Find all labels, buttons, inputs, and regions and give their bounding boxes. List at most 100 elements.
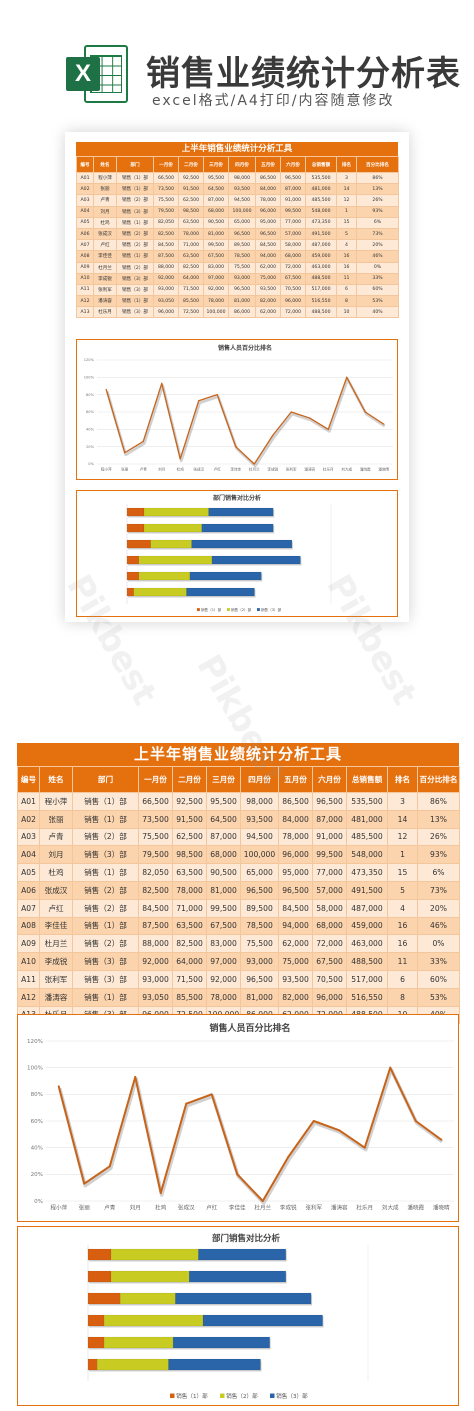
table-cell: 60% xyxy=(356,283,399,297)
table-cell: A03 xyxy=(76,194,94,207)
table-cell: 487,000 xyxy=(305,239,337,252)
table-cell: 81,000 xyxy=(228,295,256,308)
table-cell: 15 xyxy=(336,216,357,229)
line-chart-svg: 销售人员百分比排名 0% 20% 40% 60% 80% 100% 120% 程小萍 张丽 卢青 刘月… xyxy=(27,1022,454,1212)
y-tick-label: 20% xyxy=(31,1172,43,1178)
preview-bar-chart: 部门销售对比分析 销售（1）部 销售（2）部 销售（3）部 xyxy=(76,490,398,617)
table-cell: 96,000 xyxy=(278,845,313,865)
table-cell: A08 xyxy=(17,916,40,936)
table-cell: 72,500 xyxy=(178,306,204,319)
data-point xyxy=(185,1102,188,1105)
bar-segment xyxy=(172,1336,270,1349)
sales-table: 编号 姓名 部门 一月份 二月份 三月份 四月份 五月份 六月份 总销售额 排名 百分比排名 A01 程… xyxy=(17,766,460,1025)
table-cell: 销售（1）部 xyxy=(116,183,154,196)
table-row: A12 潘涛容 销售（1）部 93,050 85,500 78,000 81,000 82,0… xyxy=(76,295,399,308)
table-row: A05 杜鸡 销售（1）部 82,050 63,500 90,500 65,000 95,00… xyxy=(17,863,460,882)
table-cell: 销售（1）部 xyxy=(116,171,154,185)
table-cell: 72,000 xyxy=(280,306,306,319)
column-header: 编号 xyxy=(76,156,94,173)
x-tick-label: 潘涛容 xyxy=(304,467,315,472)
x-tick-label: 李佳佳 xyxy=(230,467,241,472)
table-cell: 98,500 xyxy=(172,845,207,865)
table-cell: A01 xyxy=(17,792,40,811)
table-cell: 16 xyxy=(336,250,357,263)
x-tick-label: 卢红 xyxy=(206,1204,218,1212)
table-row: A09 杜月兰 销售（2）部 88,000 82,500 83,000 75,500 62,0… xyxy=(17,934,460,954)
table-cell: 463,000 xyxy=(305,261,337,274)
bar-segment xyxy=(126,523,145,533)
table-cell: 66,500 xyxy=(153,171,179,185)
table-cell: 63,500 xyxy=(178,250,204,263)
table-cell: 73,500 xyxy=(138,809,173,829)
legend-swatch xyxy=(270,1393,275,1398)
table-cell: 82,000 xyxy=(255,295,281,308)
table-cell: 68,000 xyxy=(203,205,229,218)
table-cell: 94,000 xyxy=(278,916,313,936)
data-point xyxy=(108,1165,111,1168)
table-cell: 70,500 xyxy=(312,969,347,989)
table-cell: 销售（2）部 xyxy=(72,827,139,847)
table-cell: 14 xyxy=(387,809,418,829)
table-cell: A04 xyxy=(76,205,94,218)
x-tick-label: 卢红 xyxy=(214,467,222,472)
data-point xyxy=(383,423,385,425)
data-point xyxy=(124,452,126,454)
table-cell: 销售（1）部 xyxy=(72,987,139,1007)
column-header: 部门 xyxy=(72,766,139,793)
data-point xyxy=(338,1129,341,1132)
table-cell: 李佳佳 xyxy=(93,250,117,263)
excel-letter: X xyxy=(66,57,100,91)
table-cell: 491,500 xyxy=(305,227,337,241)
table-cell: 77,000 xyxy=(312,863,347,882)
table-cell: 0% xyxy=(356,261,399,274)
table-cell: 99,500 xyxy=(312,845,347,865)
table-cell: 3 xyxy=(336,171,357,185)
table-cell: 85,500 xyxy=(172,987,207,1007)
table-cell: 87,000 xyxy=(280,183,306,196)
x-tick-label: 刘月 xyxy=(130,1204,141,1212)
column-header: 总销售额 xyxy=(305,156,337,173)
table-cell: 82,000 xyxy=(278,987,313,1007)
table-cell: 62,000 xyxy=(278,934,313,954)
table-cell: 98,000 xyxy=(240,792,279,811)
data-point xyxy=(83,1182,86,1185)
column-header: 百分比排名 xyxy=(417,766,460,793)
series-line-shadow xyxy=(105,377,386,468)
y-tick-label: 60% xyxy=(31,1119,43,1125)
table-cell: 97,000 xyxy=(203,272,229,285)
table-cell: 14 xyxy=(336,183,357,196)
x-tick-label: 张利军 xyxy=(305,1204,322,1212)
table-cell: 11 xyxy=(387,952,418,971)
table-cell: 销售（3）部 xyxy=(72,952,139,971)
table-cell: A11 xyxy=(17,969,40,989)
table-cell: 75,500 xyxy=(153,194,179,207)
table-cell: 张成汉 xyxy=(93,227,117,241)
table-cell: 82,500 xyxy=(138,880,173,900)
table-cell: A07 xyxy=(17,898,40,918)
x-tick-label: 杜乐月 xyxy=(356,1204,373,1212)
preview-line-chart-svg: 销售人员百分比排名 0% 20% 40% 60% 80% 100% 120% 程小萍 张丽 卢青 刘月… xyxy=(84,344,393,472)
table-cell: 71,000 xyxy=(172,898,207,918)
table-cell: 销售（3）部 xyxy=(116,306,154,319)
table-cell: 26% xyxy=(356,194,399,207)
table-cell: 75,500 xyxy=(240,934,279,954)
legend-swatch xyxy=(170,1393,175,1398)
table-cell: 1 xyxy=(336,205,357,218)
bar-chart: 部门销售对比分析 销售（1）部 销售（2）部 销售（3）部 xyxy=(17,1226,459,1406)
y-tick-label: 0% xyxy=(88,462,94,466)
table-cell: 100,000 xyxy=(240,845,279,865)
data-point xyxy=(57,1085,60,1088)
table-row: A04 刘月 销售（3）部 79,500 98,500 68,000 100,000 96,0… xyxy=(76,205,399,218)
bar-segment xyxy=(126,555,140,565)
table-cell: 程小萍 xyxy=(39,792,73,811)
column-header: 三月份 xyxy=(206,766,241,793)
table-cell: 68,000 xyxy=(312,916,347,936)
table-cell: 程小萍 xyxy=(93,171,117,185)
table-cell: 98,500 xyxy=(178,205,204,218)
table-row: A03 卢青 销售（2）部 75,500 62,500 87,000 94,500 78,00… xyxy=(76,194,399,207)
table-cell: 78,500 xyxy=(228,250,256,263)
table-cell: 93,500 xyxy=(255,283,281,297)
x-tick-label: 李成锐 xyxy=(267,467,278,472)
data-point xyxy=(309,417,311,419)
